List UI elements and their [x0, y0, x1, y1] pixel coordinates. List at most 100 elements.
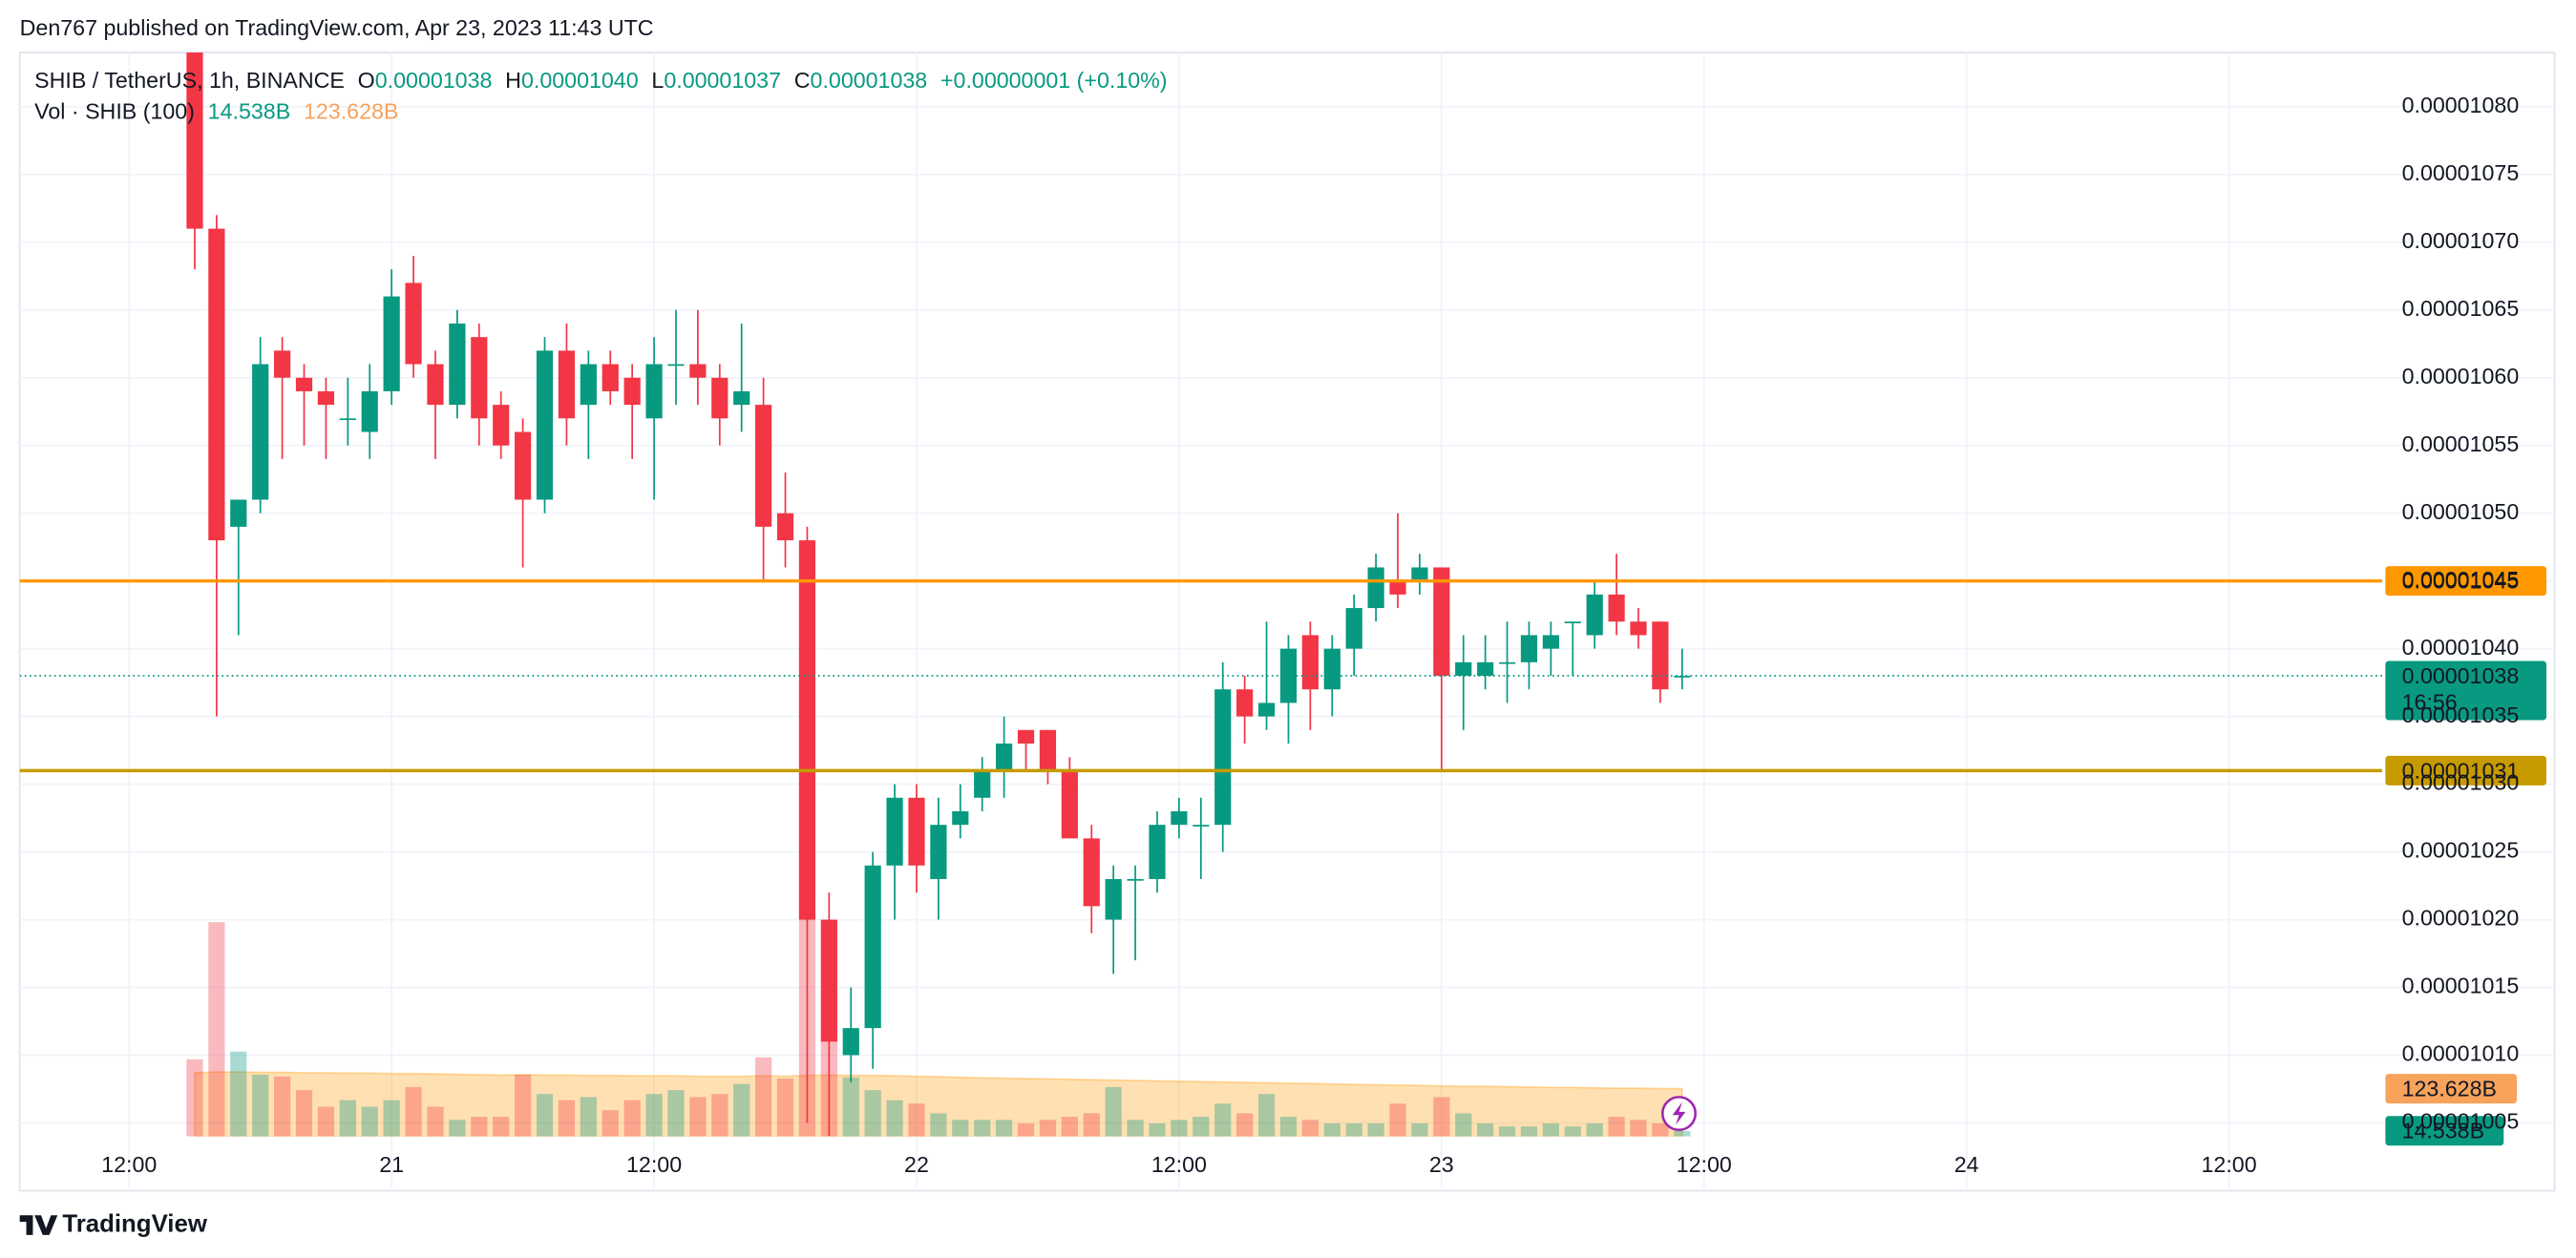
chart-frame [18, 52, 2556, 1192]
countdown-label: 16:56 [2402, 689, 2458, 714]
volume-ma-area [194, 1071, 1683, 1137]
candle-body [1214, 689, 1232, 826]
candle-body [798, 540, 816, 920]
price-line-label: 0.00001031 [2402, 758, 2520, 783]
y-tick-label: 0.00001030 [2402, 770, 2520, 795]
price-line-label-box [2385, 566, 2546, 597]
volume-bar [645, 1094, 663, 1137]
candle-body [405, 283, 422, 365]
y-tick-label: 0.00001050 [2402, 499, 2520, 524]
volume-bar [711, 1094, 728, 1137]
y-tick-label: 0.00001005 [2402, 1109, 2520, 1134]
volume-bar [1608, 1117, 1625, 1137]
volume-bar [449, 1120, 466, 1137]
logo-mark [19, 1215, 58, 1235]
x-tick-label: 23 [1429, 1152, 1454, 1177]
x-tick-label: 12:00 [1677, 1152, 1732, 1177]
volume-bar [930, 1113, 947, 1137]
candle-body [755, 405, 772, 527]
candle-body [208, 228, 225, 541]
low-value: 0.00001037 [664, 68, 781, 93]
x-tick-label: 22 [904, 1152, 929, 1177]
volume-bar [1127, 1120, 1144, 1137]
volume-bar [1455, 1113, 1472, 1137]
candle-body [1345, 608, 1362, 649]
candle-body [383, 296, 400, 391]
volume-bar [1257, 1094, 1276, 1137]
volume-bar [974, 1120, 991, 1137]
volume-label-box [2385, 1116, 2504, 1146]
candle-body [1608, 594, 1625, 622]
volume-bar [230, 1051, 247, 1137]
volume-bar [493, 1117, 510, 1137]
volume-bar [1171, 1120, 1188, 1137]
y-tick-label: 0.00001025 [2402, 838, 2520, 863]
y-tick-label: 0.00001055 [2402, 431, 2520, 456]
x-tick-label: 12:00 [1151, 1152, 1207, 1177]
volume-bar [1367, 1122, 1384, 1137]
open-value: 0.00001038 [375, 68, 493, 93]
candle-body [1127, 878, 1144, 881]
legend-ohlc: SHIB / TetherUS, 1h, BINANCE O0.00001038 H… [34, 68, 1167, 93]
volume-bar [1345, 1122, 1362, 1137]
volume-bar [1520, 1126, 1538, 1137]
candle-body [1301, 635, 1319, 690]
volume-bar [776, 1078, 794, 1137]
candle-body [1389, 580, 1406, 595]
low-key: L [651, 68, 664, 93]
candle-body [930, 825, 947, 879]
candle-body [1193, 825, 1210, 827]
volume-bar [1061, 1117, 1078, 1137]
volume-bar [471, 1117, 488, 1137]
volume-bar [755, 1057, 772, 1137]
candle-body [186, 52, 203, 229]
volume-bar [558, 1100, 576, 1137]
candle-body [1498, 661, 1516, 664]
last-price-box [2385, 660, 2546, 721]
candle-body [427, 364, 444, 406]
y-tick-label: 0.00001010 [2402, 1041, 2520, 1066]
y-tick-label: 0.00001070 [2402, 228, 2520, 253]
candle-body [974, 770, 991, 798]
volume-bar [1674, 1130, 1691, 1137]
volume-bar [1586, 1122, 1603, 1137]
volume-bar [1477, 1122, 1494, 1137]
symbol: SHIB / TetherUS, 1h, BINANCE [34, 68, 345, 93]
volume-bar [339, 1100, 356, 1137]
volume-bar [1236, 1113, 1254, 1137]
candle-body [623, 377, 641, 406]
volume-pane [186, 916, 1691, 1137]
volume-bar [689, 1097, 707, 1137]
volume-bar [514, 1074, 532, 1137]
volume-bar [1279, 1117, 1298, 1137]
volume-bar [1193, 1117, 1210, 1137]
candle-body [1083, 838, 1100, 907]
candle-body [1236, 689, 1254, 717]
candle-body [1367, 567, 1384, 609]
candle-body [711, 377, 728, 419]
volume-value: 14.538B [208, 99, 291, 124]
candle-body [1323, 648, 1341, 690]
candle-body [689, 364, 707, 378]
candle-body [1455, 661, 1472, 677]
volume-bar [667, 1090, 685, 1137]
candle-body [1171, 810, 1188, 826]
logo-text: TradingView [62, 1210, 207, 1237]
footer-logo: TradingView [19, 1210, 208, 1237]
volume-bar [1630, 1120, 1647, 1137]
price-line-label-box [2385, 755, 2546, 786]
volume-bar [1389, 1103, 1406, 1137]
replay-icon[interactable] [1661, 1096, 1698, 1132]
x-tick-label: 12:00 [2202, 1152, 2257, 1177]
volume-bar [361, 1106, 378, 1137]
volume-ma-label-box [2385, 1074, 2518, 1104]
volume-bar [1411, 1122, 1428, 1137]
volume-bar [1214, 1103, 1232, 1137]
candle-body [842, 1028, 859, 1056]
candle-body [1017, 729, 1035, 744]
close-key: C [794, 68, 811, 93]
volume-bar [186, 1059, 203, 1137]
x-tick-label: 12:00 [626, 1152, 682, 1177]
volume-bar [1105, 1086, 1122, 1137]
